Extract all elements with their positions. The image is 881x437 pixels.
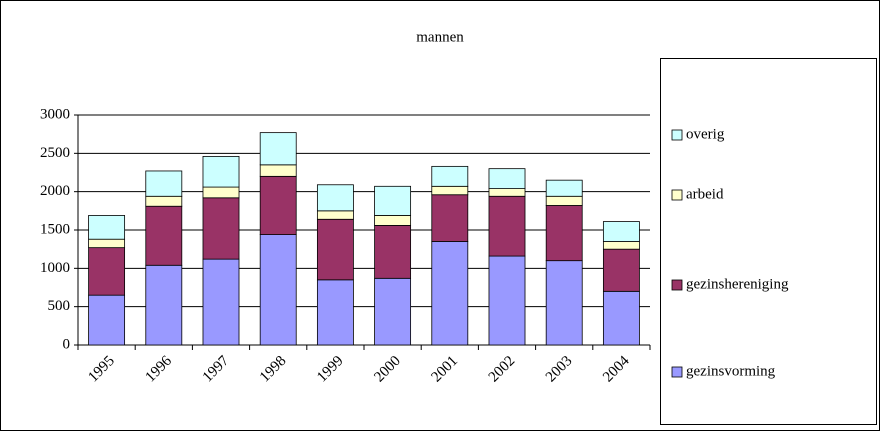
bar-segment [316, 184, 354, 212]
bar-segment [374, 277, 412, 346]
bar-segment [488, 188, 526, 197]
chart-title: mannen [416, 29, 464, 45]
bar-segment [145, 205, 183, 266]
y-tick-label: 1500 [40, 221, 70, 237]
bar-segment [545, 205, 583, 262]
bar-segment [374, 215, 412, 226]
bar-segment [316, 279, 354, 346]
bar-segment [431, 165, 469, 187]
bar-segment [545, 260, 583, 346]
bar-segment [202, 258, 240, 346]
legend-label: gezinshereniging [686, 276, 789, 292]
legend-swatch [671, 366, 683, 378]
y-tick-label: 1000 [40, 260, 70, 276]
bar-segment [431, 241, 469, 346]
bar-segment [488, 195, 526, 257]
bar-segment [602, 221, 640, 242]
bar-segment [602, 248, 640, 292]
bar-segment [259, 164, 297, 177]
bar-segment [316, 210, 354, 220]
y-tick-label: 2000 [40, 183, 70, 199]
bar-segment [202, 186, 240, 199]
bar-segment [202, 197, 240, 260]
bar-segment [545, 179, 583, 197]
legend-swatch [671, 129, 683, 141]
legend-label: gezinsvorming [686, 363, 776, 379]
y-tick-label: 0 [63, 336, 71, 352]
bar-segment [374, 185, 412, 216]
legend-label: arbeid [686, 186, 724, 202]
bar-segment [431, 194, 469, 242]
bar-segment [88, 294, 126, 346]
y-tick-label: 2500 [40, 145, 70, 161]
bar-segment [488, 168, 526, 190]
bar-segment [202, 155, 240, 188]
bar-segment [602, 241, 640, 250]
bar-segment [602, 290, 640, 346]
bar-segment [545, 195, 583, 206]
bar-segment [316, 218, 354, 281]
legend-swatch [671, 279, 683, 291]
bar-segment [88, 238, 126, 249]
bar-segment [145, 170, 183, 197]
legend-label: overig [686, 126, 725, 142]
legend-box [660, 58, 877, 425]
bar-segment [431, 185, 469, 196]
legend-swatch [671, 189, 683, 201]
bar-segment [488, 255, 526, 346]
bar-segment [259, 175, 297, 235]
bar-segment [259, 132, 297, 166]
y-tick-label: 500 [48, 298, 71, 314]
bar-segment [374, 224, 412, 279]
bar-segment [88, 215, 126, 240]
bar-segment [145, 264, 183, 346]
bar-segment [259, 234, 297, 346]
bar-segment [88, 247, 126, 296]
bar-segment [145, 195, 183, 207]
y-tick-label: 3000 [40, 106, 70, 122]
